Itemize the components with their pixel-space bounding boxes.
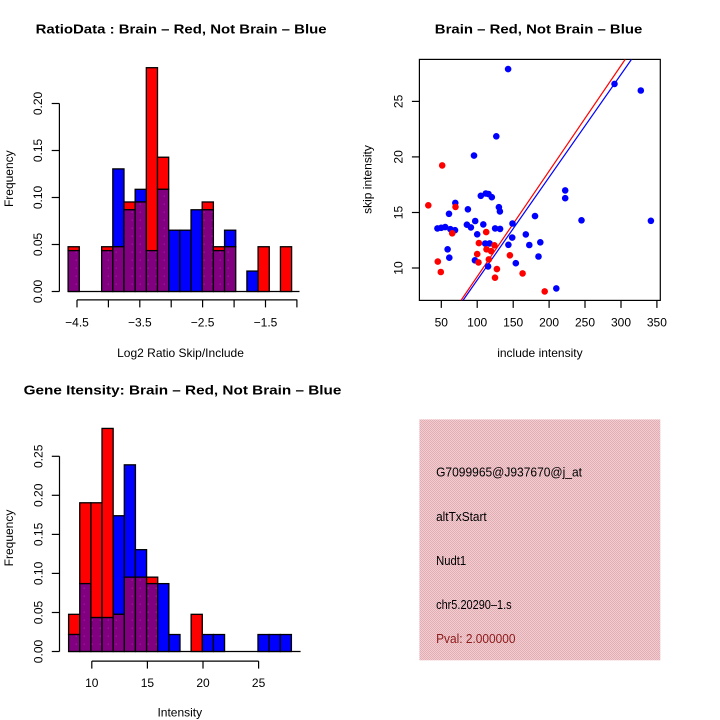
svg-text:0.15: 0.15	[31, 522, 45, 546]
svg-text:25: 25	[391, 94, 405, 108]
svg-text:0.25: 0.25	[31, 444, 45, 468]
svg-text:Pval: 2.000000: Pval: 2.000000	[436, 632, 515, 646]
svg-text:0.20: 0.20	[31, 483, 45, 507]
svg-text:Intensity: Intensity	[157, 706, 202, 720]
svg-text:50: 50	[435, 316, 449, 330]
svg-text:200: 200	[539, 316, 559, 330]
svg-text:15: 15	[141, 676, 155, 690]
svg-text:include intensity: include intensity	[497, 346, 582, 360]
svg-text:15: 15	[391, 206, 405, 220]
svg-text:Brain – Red, Not Brain – Blue: Brain – Red, Not Brain – Blue	[435, 22, 643, 36]
svg-text:0.00: 0.00	[31, 639, 45, 663]
svg-text:−2.5: −2.5	[191, 316, 215, 330]
svg-text:−4.5: −4.5	[65, 316, 89, 330]
svg-text:10: 10	[85, 676, 99, 690]
svg-text:Log2 Ratio Skip/Include: Log2 Ratio Skip/Include	[117, 346, 244, 360]
svg-text:0.10: 0.10	[31, 561, 45, 585]
svg-text:0.00: 0.00	[31, 279, 45, 303]
svg-text:Gene Itensity: Brain – Red, No: Gene Itensity: Brain – Red, Not Brain – …	[24, 383, 342, 397]
svg-text:skip intensity: skip intensity	[361, 145, 375, 214]
svg-text:0.05: 0.05	[31, 232, 45, 256]
svg-text:250: 250	[575, 316, 595, 330]
svg-text:Nudt1: Nudt1	[436, 554, 466, 568]
svg-text:0.20: 0.20	[31, 91, 45, 115]
svg-text:10: 10	[391, 261, 405, 275]
svg-text:chr5.20290–1.s: chr5.20290–1.s	[436, 598, 512, 612]
svg-text:G7099965@J937670@j_at: G7099965@J937670@j_at	[436, 466, 582, 480]
svg-text:20: 20	[196, 676, 210, 690]
svg-text:25: 25	[252, 676, 266, 690]
svg-text:−3.5: −3.5	[128, 316, 152, 330]
svg-text:20: 20	[391, 150, 405, 164]
svg-text:RatioData : Brain – Red, Not B: RatioData : Brain – Red, Not Brain – Blu…	[36, 22, 327, 36]
svg-text:100: 100	[467, 316, 487, 330]
svg-text:0.05: 0.05	[31, 600, 45, 624]
svg-text:300: 300	[611, 316, 631, 330]
svg-text:0.10: 0.10	[31, 185, 45, 209]
svg-text:Frequency: Frequency	[2, 150, 16, 207]
svg-text:altTxStart: altTxStart	[436, 510, 487, 524]
svg-text:150: 150	[503, 316, 523, 330]
svg-text:0.15: 0.15	[31, 138, 45, 162]
svg-text:350: 350	[647, 316, 667, 330]
svg-text:−1.5: −1.5	[254, 316, 278, 330]
svg-text:Frequency: Frequency	[2, 510, 16, 567]
